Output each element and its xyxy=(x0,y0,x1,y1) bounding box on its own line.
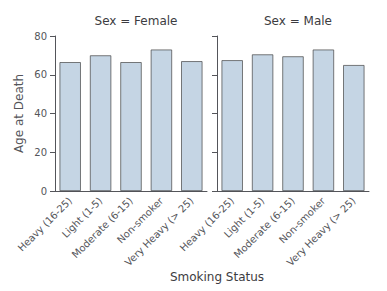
svg-text:Heavy (16-25): Heavy (16-25) xyxy=(178,195,236,253)
svg-text:Heavy (16-25): Heavy (16-25) xyxy=(16,195,74,253)
svg-text:40: 40 xyxy=(34,108,47,119)
svg-text:80: 80 xyxy=(34,31,47,42)
svg-text:Age at Death: Age at Death xyxy=(12,74,26,153)
svg-text:Very Heavy (> 25): Very Heavy (> 25) xyxy=(123,195,196,268)
svg-text:0: 0 xyxy=(41,186,47,197)
svg-text:Very Heavy (> 25): Very Heavy (> 25) xyxy=(285,195,358,268)
svg-text:60: 60 xyxy=(34,69,47,80)
svg-text:Moderate (6-15): Moderate (6-15) xyxy=(69,195,135,261)
svg-text:Moderate (6-15): Moderate (6-15) xyxy=(231,195,297,261)
svg-text:Sex = Female: Sex = Female xyxy=(95,14,178,28)
svg-text:20: 20 xyxy=(34,147,47,158)
svg-text:Non-smoker: Non-smoker xyxy=(276,195,328,246)
svg-text:Smoking Status: Smoking Status xyxy=(170,270,264,284)
svg-text:Non-smoker: Non-smoker xyxy=(114,195,166,246)
svg-text:Sex = Male: Sex = Male xyxy=(264,14,332,28)
svg-text:Light (1-5): Light (1-5) xyxy=(59,195,105,240)
svg-text:Light (1-5): Light (1-5) xyxy=(221,195,267,240)
